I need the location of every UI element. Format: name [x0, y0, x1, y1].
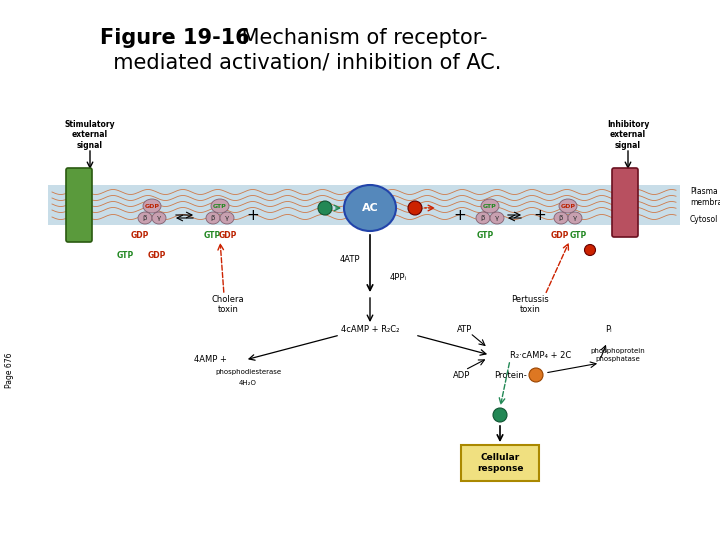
Text: β: β: [143, 215, 147, 221]
Text: β: β: [559, 215, 563, 221]
Text: GDP: GDP: [148, 251, 166, 260]
Ellipse shape: [490, 212, 504, 224]
Text: GDP: GDP: [219, 231, 237, 240]
Text: β: β: [481, 215, 485, 221]
Ellipse shape: [344, 185, 396, 231]
Text: +: +: [534, 207, 546, 222]
Ellipse shape: [138, 212, 152, 224]
Text: γ: γ: [157, 215, 161, 221]
Text: Page 676: Page 676: [6, 352, 14, 388]
Text: AC: AC: [361, 203, 379, 213]
Text: ATP: ATP: [457, 326, 472, 334]
Text: γ: γ: [225, 215, 229, 221]
Text: phosphoprotein
phosphatase: phosphoprotein phosphatase: [590, 348, 645, 361]
Ellipse shape: [559, 199, 577, 213]
Text: GTP: GTP: [477, 231, 494, 240]
Text: 4cAMP + R₂C₂: 4cAMP + R₂C₂: [341, 326, 399, 334]
Ellipse shape: [585, 245, 595, 255]
Ellipse shape: [211, 199, 229, 213]
Text: 4PPᵢ: 4PPᵢ: [390, 273, 407, 282]
Text: GTP: GTP: [213, 204, 227, 208]
Text: 4AMP +: 4AMP +: [194, 355, 226, 364]
Text: +: +: [247, 207, 259, 222]
Text: GTP: GTP: [570, 231, 587, 240]
Ellipse shape: [143, 199, 161, 213]
Text: GDP: GDP: [145, 204, 160, 208]
Ellipse shape: [554, 212, 568, 224]
Ellipse shape: [318, 201, 332, 215]
Text: GDP: GDP: [560, 204, 575, 208]
Text: γ: γ: [573, 215, 577, 221]
FancyBboxPatch shape: [612, 168, 638, 237]
Text: phosphodiesterase: phosphodiesterase: [215, 369, 281, 375]
Bar: [48, 185, 680, 225]
Ellipse shape: [220, 212, 234, 224]
Text: Cytosol: Cytosol: [690, 215, 719, 225]
Text: +: +: [454, 207, 467, 222]
Ellipse shape: [408, 201, 422, 215]
Text: Inhibitory
external
signal: Inhibitory external signal: [607, 120, 649, 150]
Text: GTP: GTP: [203, 231, 220, 240]
Text: GTP: GTP: [117, 251, 134, 260]
Ellipse shape: [476, 212, 490, 224]
Text: 4ATP: 4ATP: [340, 255, 360, 265]
Text: Pᵢ: Pᵢ: [605, 326, 611, 334]
Ellipse shape: [481, 199, 499, 213]
Text: β: β: [211, 215, 215, 221]
Text: Cellular
response: Cellular response: [477, 453, 523, 472]
Text: mediated activation/ inhibition of AC.: mediated activation/ inhibition of AC.: [100, 52, 501, 72]
Ellipse shape: [493, 408, 507, 422]
Text: GDP: GDP: [131, 231, 149, 240]
Text: Figure 19-16: Figure 19-16: [100, 28, 250, 48]
Text: Plasma
membrane: Plasma membrane: [690, 187, 720, 207]
Text: Cholera
toxin: Cholera toxin: [212, 295, 244, 314]
FancyBboxPatch shape: [66, 168, 92, 242]
Text: R₂·cAMP₄ + 2C: R₂·cAMP₄ + 2C: [510, 350, 571, 360]
Ellipse shape: [568, 212, 582, 224]
Text: Protein-: Protein-: [494, 370, 527, 380]
Text: Stimulatory
external
signal: Stimulatory external signal: [65, 120, 115, 150]
Text: GDP: GDP: [551, 231, 570, 240]
Ellipse shape: [152, 212, 166, 224]
Text: γ: γ: [495, 215, 499, 221]
Ellipse shape: [206, 212, 220, 224]
Text: Pertussis
toxin: Pertussis toxin: [511, 295, 549, 314]
Text: ADP: ADP: [454, 370, 471, 380]
Text: 4H₂O: 4H₂O: [239, 380, 257, 386]
Text: Mechanism of receptor-: Mechanism of receptor-: [235, 28, 487, 48]
FancyBboxPatch shape: [461, 445, 539, 481]
Ellipse shape: [529, 368, 543, 382]
Text: GTP: GTP: [483, 204, 497, 208]
